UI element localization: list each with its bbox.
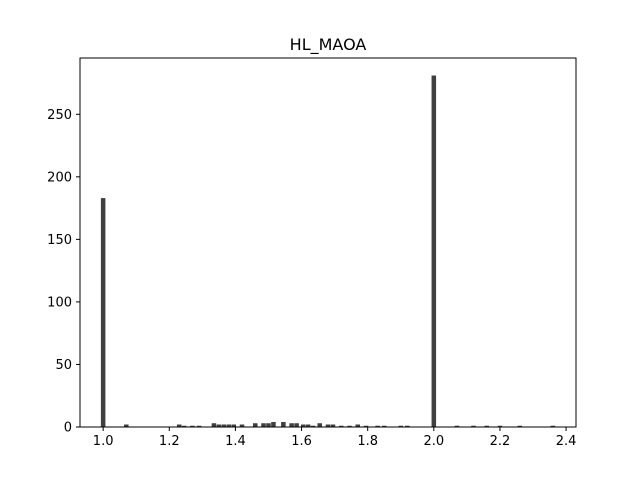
histogram-bar — [289, 423, 294, 427]
histogram-bar — [231, 424, 237, 427]
chart-title: HL_MAOA — [290, 35, 367, 55]
histogram-bar — [375, 425, 380, 427]
x-tick-label: 1.0 — [93, 434, 114, 449]
y-tick-label: 150 — [47, 233, 72, 248]
histogram-bar — [281, 421, 286, 427]
histogram-bar — [330, 424, 336, 427]
histogram-bar — [305, 424, 311, 427]
histogram-bar — [405, 425, 410, 427]
histogram-bar — [310, 425, 316, 427]
y-tick-label: 200 — [47, 170, 72, 185]
histogram-bar — [550, 425, 556, 427]
y-tick-label: 0 — [64, 421, 72, 436]
histogram-bar — [497, 425, 503, 427]
histogram-bar — [124, 424, 129, 427]
histogram-bar — [252, 423, 258, 427]
x-tick-label: 1.8 — [357, 434, 378, 449]
histogram-bar — [325, 424, 331, 427]
y-tick-label: 250 — [47, 108, 72, 123]
x-tick-label: 2.4 — [556, 434, 577, 449]
histogram-bar — [398, 425, 404, 427]
histogram-bar — [294, 423, 299, 427]
histogram-bar — [196, 425, 202, 427]
histogram-bar — [355, 424, 361, 427]
histogram-bar — [347, 425, 352, 427]
histogram-bar — [176, 424, 182, 427]
histogram-bar — [363, 425, 369, 427]
x-axis: 1.0 1.2 1.4 1.6 1.8 2.0 2.2 2.4 — [93, 427, 577, 449]
histogram-bar — [266, 423, 271, 427]
histogram-bar — [226, 424, 232, 427]
x-tick-label: 1.2 — [159, 434, 180, 449]
x-tick-label: 2.0 — [423, 434, 444, 449]
y-tick-label: 50 — [55, 358, 72, 373]
histogram-bar — [300, 424, 306, 427]
histogram-bar — [517, 425, 523, 427]
histogram-bar — [484, 425, 489, 427]
histogram-bar — [100, 198, 106, 427]
histogram-bar — [261, 423, 266, 427]
histogram-bar — [431, 75, 437, 427]
histogram-bar — [221, 424, 227, 427]
y-axis: 0 50 100 150 200 250 — [47, 108, 80, 436]
x-tick-label: 1.4 — [225, 434, 246, 449]
histogram-bar — [190, 425, 195, 427]
histogram-bar — [454, 425, 460, 427]
histogram-bar — [211, 423, 217, 427]
plot-frame — [79, 57, 577, 428]
y-tick-label: 100 — [47, 295, 72, 310]
histogram-bar — [381, 425, 387, 427]
histogram-bar — [471, 425, 476, 427]
histogram-bar — [181, 425, 187, 427]
histogram-bar — [317, 423, 322, 427]
x-tick-label: 1.6 — [291, 434, 312, 449]
histogram-bar — [239, 424, 245, 427]
histogram-bar — [338, 425, 344, 427]
x-tick-label: 2.2 — [490, 434, 511, 449]
bars-group — [100, 75, 556, 427]
histogram-bar — [271, 421, 276, 427]
histogram-bar — [216, 424, 222, 427]
